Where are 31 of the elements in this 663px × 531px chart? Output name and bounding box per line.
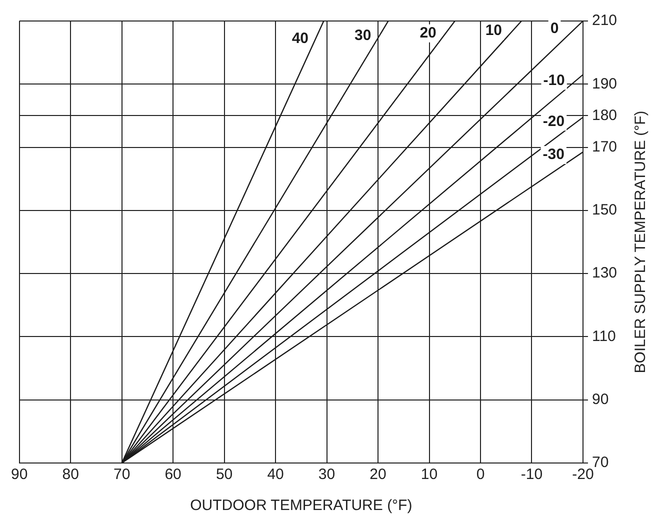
y-tick-label: 70: [592, 454, 609, 472]
series-label: 30: [354, 27, 372, 44]
y-tick-label: 210: [592, 12, 618, 30]
series-label: -30: [542, 146, 564, 164]
y-tick-label: 190: [592, 75, 618, 92]
x-tick-label: 10: [420, 466, 438, 484]
x-tick-label: 40: [267, 466, 284, 484]
x-tick-label: -10: [520, 466, 543, 484]
x-tick-label: 70: [113, 466, 130, 484]
y-tick-label: 170: [592, 138, 618, 156]
x-tick-label: -20: [572, 466, 594, 484]
y-tick-label: 90: [592, 391, 609, 408]
series-label: 20: [420, 24, 436, 42]
x-tick-label: 80: [62, 466, 79, 484]
x-tick-label: 0: [476, 466, 485, 484]
x-tick-label: 60: [164, 466, 182, 484]
series-label: 0: [550, 20, 559, 38]
y-axis-title: BOILER SUPPLY TEMPERATURE (°F): [632, 110, 650, 374]
x-axis-title: OUTDOOR TEMPERATURE (°F): [190, 497, 412, 514]
series-label: 40: [292, 30, 309, 47]
x-tick-label: 50: [216, 466, 233, 484]
y-tick-label: 110: [592, 328, 616, 345]
y-tick-label: 180: [592, 106, 618, 124]
series-label: 10: [485, 22, 502, 40]
y-tick-label: 150: [592, 202, 618, 219]
x-tick-label: 90: [11, 466, 28, 484]
x-tick-label: 20: [370, 466, 386, 484]
x-tick-label: 30: [318, 466, 336, 484]
series-label: -10: [543, 72, 565, 89]
y-tick-label: 130: [592, 264, 618, 282]
series-label: -20: [542, 112, 565, 130]
